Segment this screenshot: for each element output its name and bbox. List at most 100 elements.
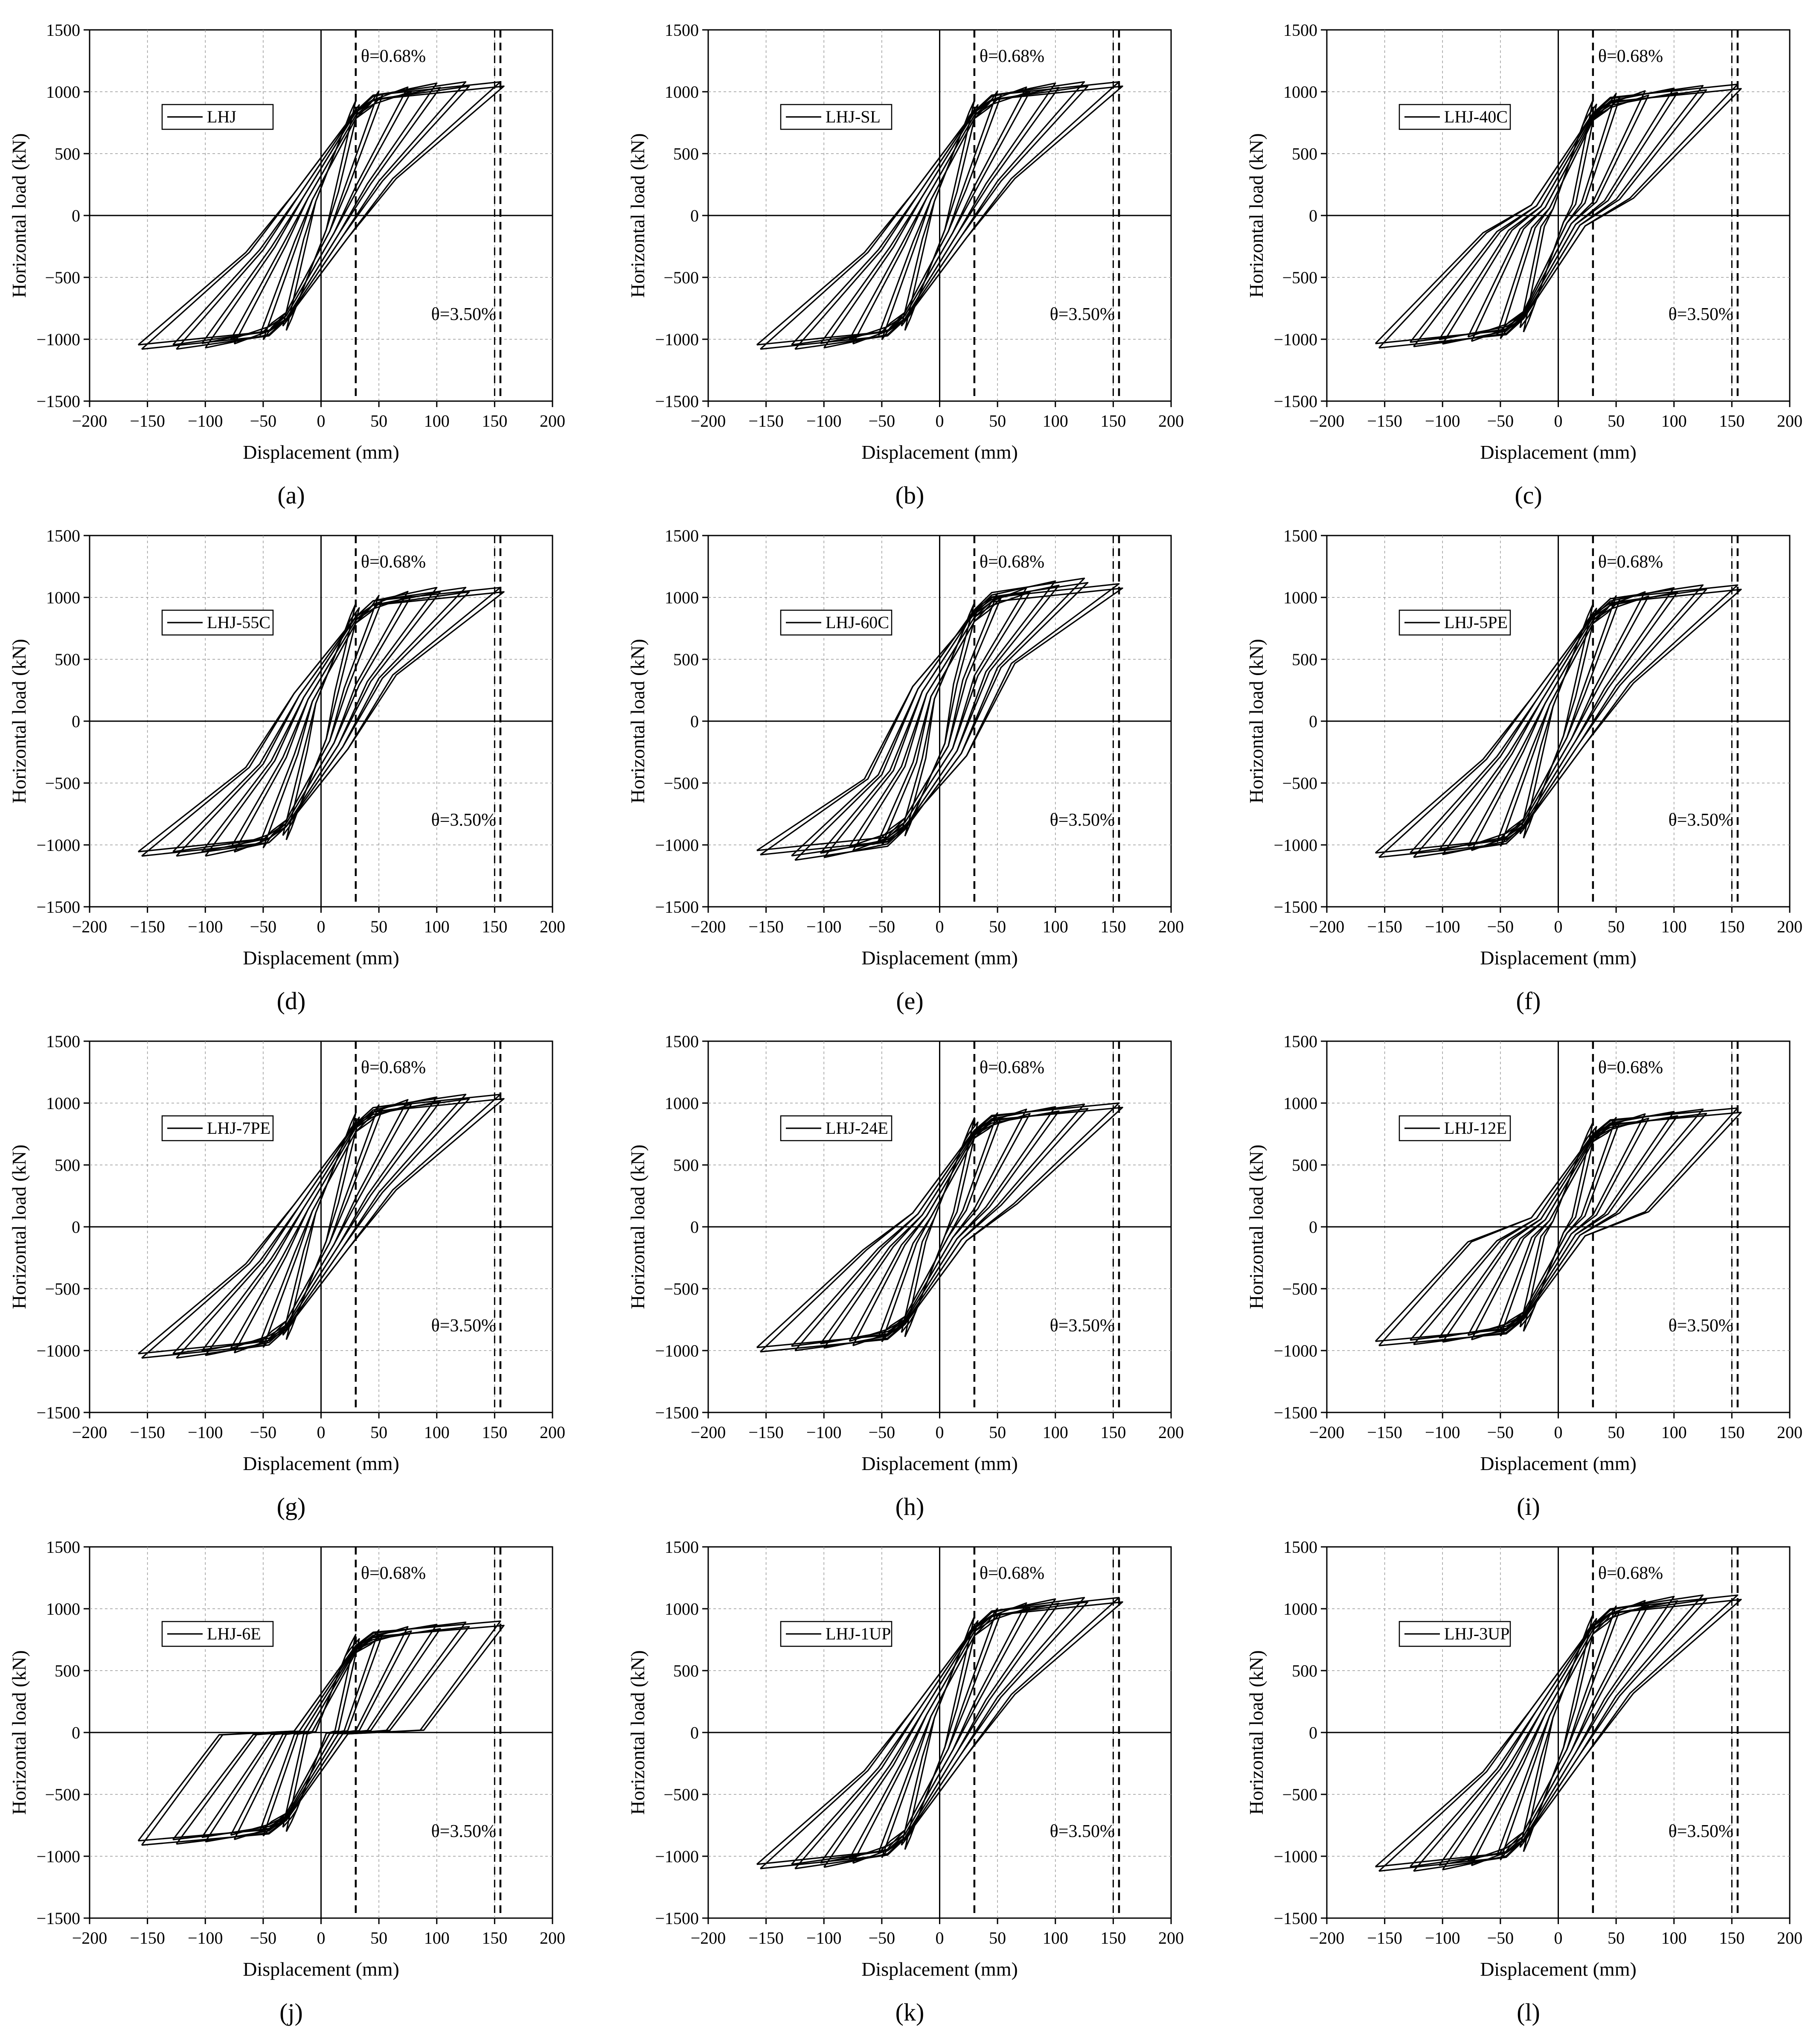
legend-label: LHJ-40C [1444,107,1508,126]
y-tick-label: 500 [673,144,699,163]
x-tick-label: −200 [72,1423,108,1442]
x-tick-label: 50 [370,1423,387,1442]
x-axis-label: Displacement (mm) [861,1958,1018,1980]
x-tick-label: −100 [1425,917,1460,936]
y-tick-label: 0 [1309,1217,1317,1237]
chart-panel-i: −200 −150 −100 −50 0 50 100 150 200−1500−1000−50… [1245,1032,1803,1520]
x-tick-label: −200 [691,1928,726,1948]
y-tick-label: 1000 [1283,588,1317,607]
hysteresis-loop [259,95,383,336]
y-tick-label: −1000 [1273,836,1317,855]
y-axis-label: Horizontal load (kN) [8,1650,30,1815]
x-tick-label: 200 [1158,411,1184,431]
x-tick-label: 200 [1777,411,1803,431]
x-tick-label: 150 [1100,1928,1126,1948]
x-axis-label: Displacement (mm) [861,1453,1018,1474]
x-tick-label: −150 [748,411,784,431]
hysteresis-curves [137,1094,505,1359]
hysteresis-loop [1378,584,1739,858]
x-tick-label: −50 [869,917,895,936]
y-tick-label: 1000 [665,588,699,607]
x-tick-label: −100 [1425,411,1460,431]
hysteresis-loop [1523,99,1594,332]
y-tick-label: −500 [663,268,699,287]
y-tick-label: 1000 [46,1599,80,1619]
x-tick-label: −200 [72,411,108,431]
legend-label: LHJ-1UP [826,1624,891,1643]
y-tick-label: −1000 [36,1341,80,1360]
x-tick-label: 150 [1719,917,1744,936]
x-tick-label: 0 [1554,1928,1563,1948]
x-tick-label: −150 [1367,411,1402,431]
y-tick-label: −1000 [1273,1847,1317,1866]
y-axis-label: Horizontal load (kN) [1245,1144,1267,1309]
reference-label: θ=0.68% [1598,1058,1663,1077]
hysteresis-loop [794,577,1085,861]
hysteresis-loop [1375,1599,1742,1868]
x-tick-label: −100 [806,917,842,936]
chart-panel-g: −200 −150 −100 −50 0 50 100 150 200−1500−1000−50… [8,1032,565,1520]
x-tick-label: 200 [1158,1423,1184,1442]
x-tick-label: 150 [482,1423,507,1442]
panel-caption: (j) [279,1998,303,2026]
chart-panel-e: −200 −150 −100 −50 0 50 100 150 200−1500−1000−50… [627,526,1184,1015]
hysteresis-curves [756,81,1123,350]
x-tick-label: 200 [1777,917,1803,936]
reference-label: θ=3.50% [1050,810,1115,830]
y-tick-label: 1000 [46,82,80,102]
x-axis-label: Displacement (mm) [861,947,1018,969]
x-tick-label: −50 [869,411,895,431]
y-tick-label: −500 [45,1279,80,1299]
x-tick-label: −100 [188,917,223,936]
x-tick-label: −150 [1367,1423,1402,1442]
legend-label: LHJ-7PE [207,1118,270,1138]
legend-label: LHJ-60C [826,613,889,632]
y-tick-label: 500 [1292,650,1317,669]
x-tick-label: −150 [130,1928,165,1948]
x-tick-label: 50 [1608,411,1625,431]
y-axis-label: Horizontal load (kN) [8,133,30,298]
y-tick-label: 500 [55,1661,80,1680]
x-tick-label: 0 [936,1928,944,1948]
hysteresis-loop [1523,1121,1594,1332]
y-tick-label: −500 [1282,268,1317,287]
reference-label: θ=0.68% [361,1564,426,1583]
y-tick-label: 500 [673,650,699,669]
y-tick-label: −500 [45,268,80,287]
hysteresis-loop [756,587,1123,851]
x-tick-label: 100 [424,1423,450,1442]
y-tick-label: −1000 [36,1847,80,1866]
hysteresis-loop [233,591,409,853]
x-tick-label: 0 [1554,917,1563,936]
x-tick-label: 150 [482,411,507,431]
y-tick-label: 1500 [46,20,80,40]
x-tick-label: −150 [748,1423,784,1442]
hysteresis-loop [285,1112,357,1340]
hysteresis-loop [901,1121,979,1333]
x-tick-label: 100 [1043,1928,1068,1948]
x-tick-label: −100 [806,1423,842,1442]
reference-label: θ=0.68% [361,47,426,66]
hysteresis-loop [282,1638,360,1828]
x-tick-label: 0 [1554,411,1563,431]
x-tick-label: 0 [317,1423,326,1442]
hysteresis-loop [137,1098,505,1354]
x-tick-label: −50 [250,1928,277,1948]
x-tick-label: −50 [1487,917,1514,936]
legend-label: LHJ [207,107,236,126]
hysteresis-loop [1496,600,1620,843]
y-tick-label: 1000 [665,1094,699,1113]
y-axis-label: Horizontal load (kN) [8,1144,30,1309]
y-tick-label: −1500 [1273,392,1317,411]
y-tick-label: −1500 [655,897,699,917]
hysteresis-curves [756,577,1123,861]
hysteresis-loop [1378,1594,1739,1872]
y-tick-label: −1000 [655,836,699,855]
x-axis-label: Displacement (mm) [243,1453,399,1474]
x-tick-label: −50 [869,1423,895,1442]
x-tick-label: −150 [748,917,784,936]
hysteresis-loop [1375,1112,1742,1342]
hysteresis-loop [756,85,1123,346]
reference-label: θ=3.50% [431,305,496,324]
reference-label: θ=0.68% [980,47,1044,66]
